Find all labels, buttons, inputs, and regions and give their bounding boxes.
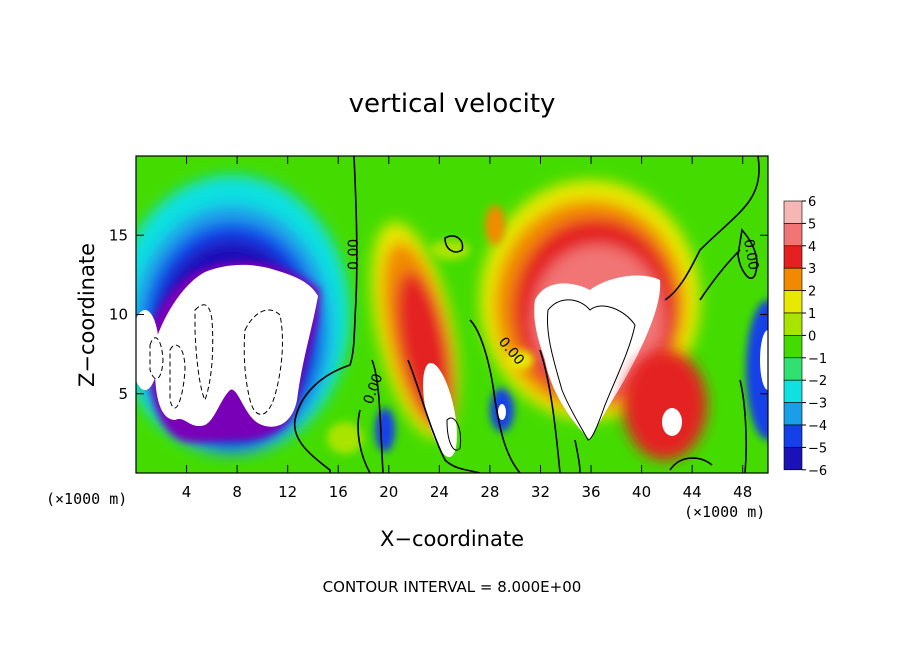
colorbar-label: 0 (808, 329, 816, 344)
colorbar-label: 3 (808, 262, 816, 277)
colorbar-label: 6 (808, 195, 816, 210)
chart-title: vertical velocity (349, 89, 556, 119)
colorbar-label: 2 (808, 285, 816, 300)
x-axis-label: X−coordinate (380, 527, 524, 551)
colorbar-swatch (783, 357, 803, 381)
y-tick-label: 10 (109, 306, 128, 324)
colorbar-label: −6 (808, 464, 827, 479)
colorbar-swatch (783, 335, 803, 359)
colorbar-swatch (783, 290, 803, 314)
y-axis-label: Z−coordinate (75, 243, 99, 387)
y-tick-label: 15 (109, 226, 128, 244)
colorbar-label: −4 (808, 419, 827, 434)
contour-lines (293, 156, 760, 473)
x-unit-right: (×1000 m) (684, 503, 765, 521)
contour-inner (446, 299, 636, 451)
colorbar-swatch (783, 223, 803, 247)
x-tick-label: 48 (733, 483, 752, 501)
colorbar-swatch (783, 447, 803, 471)
x-tick-label: 32 (531, 483, 550, 501)
contour-lines-dashed (149, 304, 283, 415)
x-tick-label: 24 (430, 483, 449, 501)
colorbar-label: −3 (808, 397, 827, 412)
x-tick-label: 40 (632, 483, 651, 501)
contour-interval: CONTOUR INTERVAL = 8.000E+00 (323, 578, 582, 596)
x-tick-label: 36 (581, 483, 600, 501)
colorbar: 6 5 4 3 2 1 0 −1 −2 −3 −4 −5 −6 (783, 195, 827, 479)
colorbar-label: 4 (808, 240, 816, 255)
x-tick-label: 4 (182, 483, 192, 501)
colorbar-swatch (783, 312, 803, 336)
x-tick-label: 44 (683, 483, 702, 501)
y-tick-label: 5 (118, 385, 128, 403)
x-tick-label: 28 (480, 483, 499, 501)
heatmap-field (136, 156, 768, 473)
colorbar-swatch (783, 379, 803, 403)
x-ticks: 4 8 12 16 20 24 28 32 36 40 44 48 (182, 156, 752, 501)
colorbar-swatch (783, 402, 803, 426)
x-unit-left: (×1000 m) (46, 490, 127, 508)
contour-label-4: 0.00 (740, 238, 761, 271)
colorbar-swatch (783, 424, 803, 448)
colorbar-swatch (783, 245, 803, 269)
contour-label-1: 0.00 (346, 239, 362, 270)
colorbar-swatch (783, 267, 803, 291)
y-ticks: 5 10 15 (109, 226, 768, 403)
x-tick-label: 16 (329, 483, 348, 501)
colorbar-label: 5 (808, 217, 816, 232)
x-tick-label: 8 (232, 483, 242, 501)
colorbar-label: −5 (808, 441, 827, 456)
colorbar-swatch (783, 200, 803, 224)
x-tick-label: 20 (379, 483, 398, 501)
colorbar-label: 1 (808, 307, 816, 322)
colorbar-label: −1 (808, 352, 827, 367)
x-tick-label: 12 (278, 483, 297, 501)
colorbar-label: −2 (808, 374, 827, 389)
